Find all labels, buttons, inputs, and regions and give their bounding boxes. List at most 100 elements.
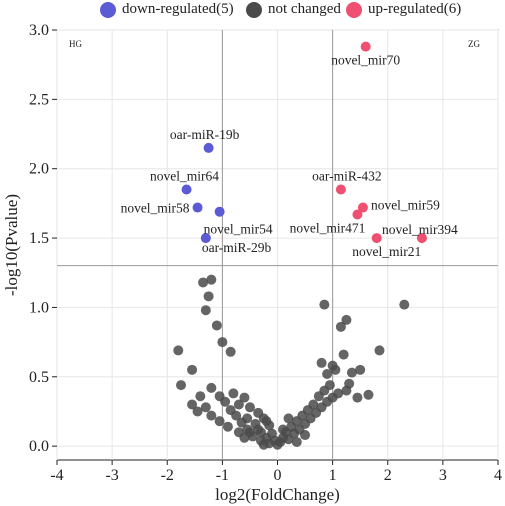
x-tick-label: 3: [439, 467, 447, 484]
point-label: oar-miR-29b: [202, 240, 272, 255]
data-point: [203, 291, 214, 302]
x-tick-label: 2: [384, 467, 392, 484]
y-tick-label: 0.5: [29, 369, 49, 386]
data-point: [206, 382, 217, 393]
y-tick-label: 3.0: [29, 22, 49, 39]
legend-item-down: down-regulated(5): [100, 1, 234, 18]
data-point: [278, 424, 289, 435]
data-point: [200, 402, 211, 413]
legend-item-up: up-regulated(6): [346, 1, 461, 18]
y-tick-label: 2.5: [29, 91, 49, 108]
data-point: [198, 277, 209, 288]
data-point: [324, 380, 335, 391]
data-point: [333, 388, 344, 399]
legend-dot-not-changed: [246, 1, 262, 18]
point-label: novel_mir70: [331, 53, 400, 68]
data-point: [233, 399, 244, 410]
data-point: [239, 392, 250, 403]
data-point: [220, 396, 231, 407]
data-point: [341, 314, 352, 325]
data-point: [371, 233, 382, 244]
data-point: [352, 209, 363, 220]
data-point: [346, 367, 357, 378]
y-tick-label: 1.0: [29, 299, 49, 316]
data-point: [355, 364, 366, 375]
data-point: [206, 410, 217, 421]
data-point: [192, 202, 203, 213]
data-point: [357, 202, 368, 213]
data-point: [261, 416, 272, 427]
point-label: novel_mir394: [382, 222, 458, 237]
legend-label-down: down-regulated(5): [122, 1, 234, 17]
y-tick-label: 1.5: [29, 230, 49, 247]
data-point: [176, 380, 187, 391]
data-point: [236, 417, 247, 428]
data-point: [300, 430, 311, 441]
x-tick-label: -3: [105, 467, 118, 484]
data-point: [203, 142, 214, 153]
data-point: [187, 399, 198, 410]
data-point: [206, 274, 217, 285]
data-point: [319, 299, 330, 310]
legend-item-not-changed: not changed: [246, 1, 341, 18]
data-point: [308, 399, 319, 410]
data-point: [181, 184, 192, 195]
data-point: [399, 299, 410, 310]
data-point: [200, 305, 211, 316]
legend-dot-down: [100, 1, 116, 18]
data-point: [173, 345, 184, 356]
point-label: novel_mir471: [290, 220, 366, 235]
point-label: novel_mir64: [150, 169, 219, 184]
data-point: [211, 320, 222, 331]
data-point: [360, 41, 371, 52]
data-point: [231, 410, 242, 421]
point-label: oar-miR-19b: [170, 127, 240, 142]
point-label: novel_mir58: [121, 201, 190, 216]
x-axis-label: log2(FoldChange): [215, 485, 340, 504]
data-point: [335, 184, 346, 195]
legend-dot-up: [346, 1, 362, 18]
data-point: [253, 424, 264, 435]
data-point: [228, 388, 239, 399]
data-point: [335, 321, 346, 332]
data-point: [195, 391, 206, 402]
y-tick-label: 0.0: [29, 438, 49, 455]
legend-label-up: up-regulated(6): [368, 1, 462, 17]
data-point: [322, 369, 333, 379]
data-point: [192, 406, 203, 417]
data-point: [330, 364, 341, 375]
x-tick-label: -4: [50, 467, 63, 484]
x-tick-label: 4: [494, 467, 502, 484]
x-tick-label: -1: [216, 467, 229, 484]
data-point: [244, 427, 255, 438]
point-label: novel_mir54: [204, 222, 273, 237]
data-point: [374, 345, 385, 356]
data-point: [217, 337, 228, 348]
point-label: novel_mir59: [371, 198, 440, 213]
data-point: [291, 436, 302, 447]
data-point: [214, 206, 225, 217]
data-point: [344, 378, 355, 389]
legend: down-regulated(5) not changed up-regulat…: [0, 0, 505, 20]
legend-label-not-changed: not changed: [268, 1, 341, 17]
data-point: [225, 346, 236, 357]
group-label-right: ZG: [468, 39, 480, 49]
data-point: [352, 392, 363, 403]
data-point: [416, 233, 427, 244]
y-tick-label: 2.0: [29, 161, 49, 178]
x-tick-label: -2: [161, 467, 174, 484]
point-label: oar-miR-432: [312, 169, 381, 184]
data-point: [338, 349, 349, 360]
data-point: [283, 413, 294, 424]
data-point: [363, 389, 374, 400]
data-point: [187, 364, 198, 375]
data-point: [214, 416, 225, 427]
x-tick-label: 1: [329, 467, 337, 484]
y-axis-label: -log10(Pvalue): [2, 194, 21, 296]
data-point: [200, 233, 211, 244]
x-tick-label: 0: [274, 467, 282, 484]
data-point: [244, 402, 255, 413]
data-point: [258, 439, 269, 450]
group-label-left: HG: [69, 39, 82, 49]
